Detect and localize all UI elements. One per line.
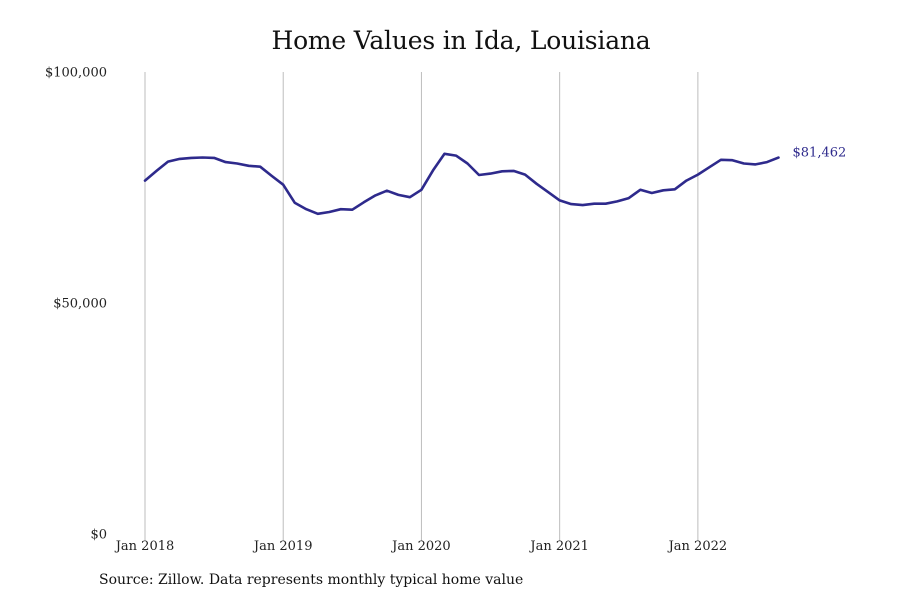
x-tick-label: Jan 2021: [528, 539, 589, 554]
series-line-home-value: [143, 152, 780, 216]
source-note: Source: Zillow. Data represents monthly …: [99, 572, 524, 588]
y-tick-label: $100,000: [45, 66, 107, 81]
y-axis-ticks: $0 $50,000 $100,000: [45, 66, 107, 543]
end-value-label: $81,462: [793, 146, 847, 161]
x-tick-label: Jan 2018: [114, 539, 175, 554]
y-tick-label: $50,000: [53, 297, 107, 312]
chart-title: Home Values in Ida, Louisiana: [271, 26, 651, 55]
x-axis-ticks: Jan 2018 Jan 2019 Jan 2020 Jan 2021 Jan 2022: [114, 539, 727, 554]
y-tick-label: $0: [90, 528, 107, 543]
x-tick-label: Jan 2019: [252, 539, 313, 554]
x-tick-label: Jan 2022: [667, 539, 728, 554]
x-tick-label: Jan 2020: [390, 539, 451, 554]
gridlines: [144, 72, 699, 541]
